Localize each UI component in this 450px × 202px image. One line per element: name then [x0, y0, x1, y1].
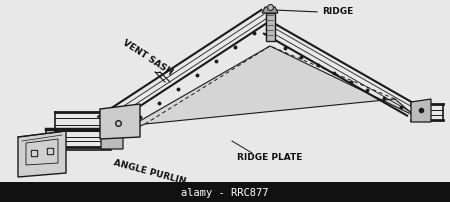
Polygon shape [411, 100, 431, 122]
Polygon shape [105, 47, 415, 141]
Polygon shape [18, 131, 66, 177]
Polygon shape [100, 104, 140, 139]
Text: VENT SASH: VENT SASH [122, 38, 175, 77]
Polygon shape [262, 8, 278, 14]
Polygon shape [101, 123, 123, 149]
Text: RIDGE PLATE: RIDGE PLATE [237, 153, 303, 162]
Text: RIDGE: RIDGE [322, 7, 353, 16]
Bar [0, 182, 450, 202]
Text: alamy - RRC877: alamy - RRC877 [181, 187, 269, 197]
Bar [266, 14, 275, 42]
Text: ANGLE PURLIN: ANGLE PURLIN [113, 157, 187, 185]
